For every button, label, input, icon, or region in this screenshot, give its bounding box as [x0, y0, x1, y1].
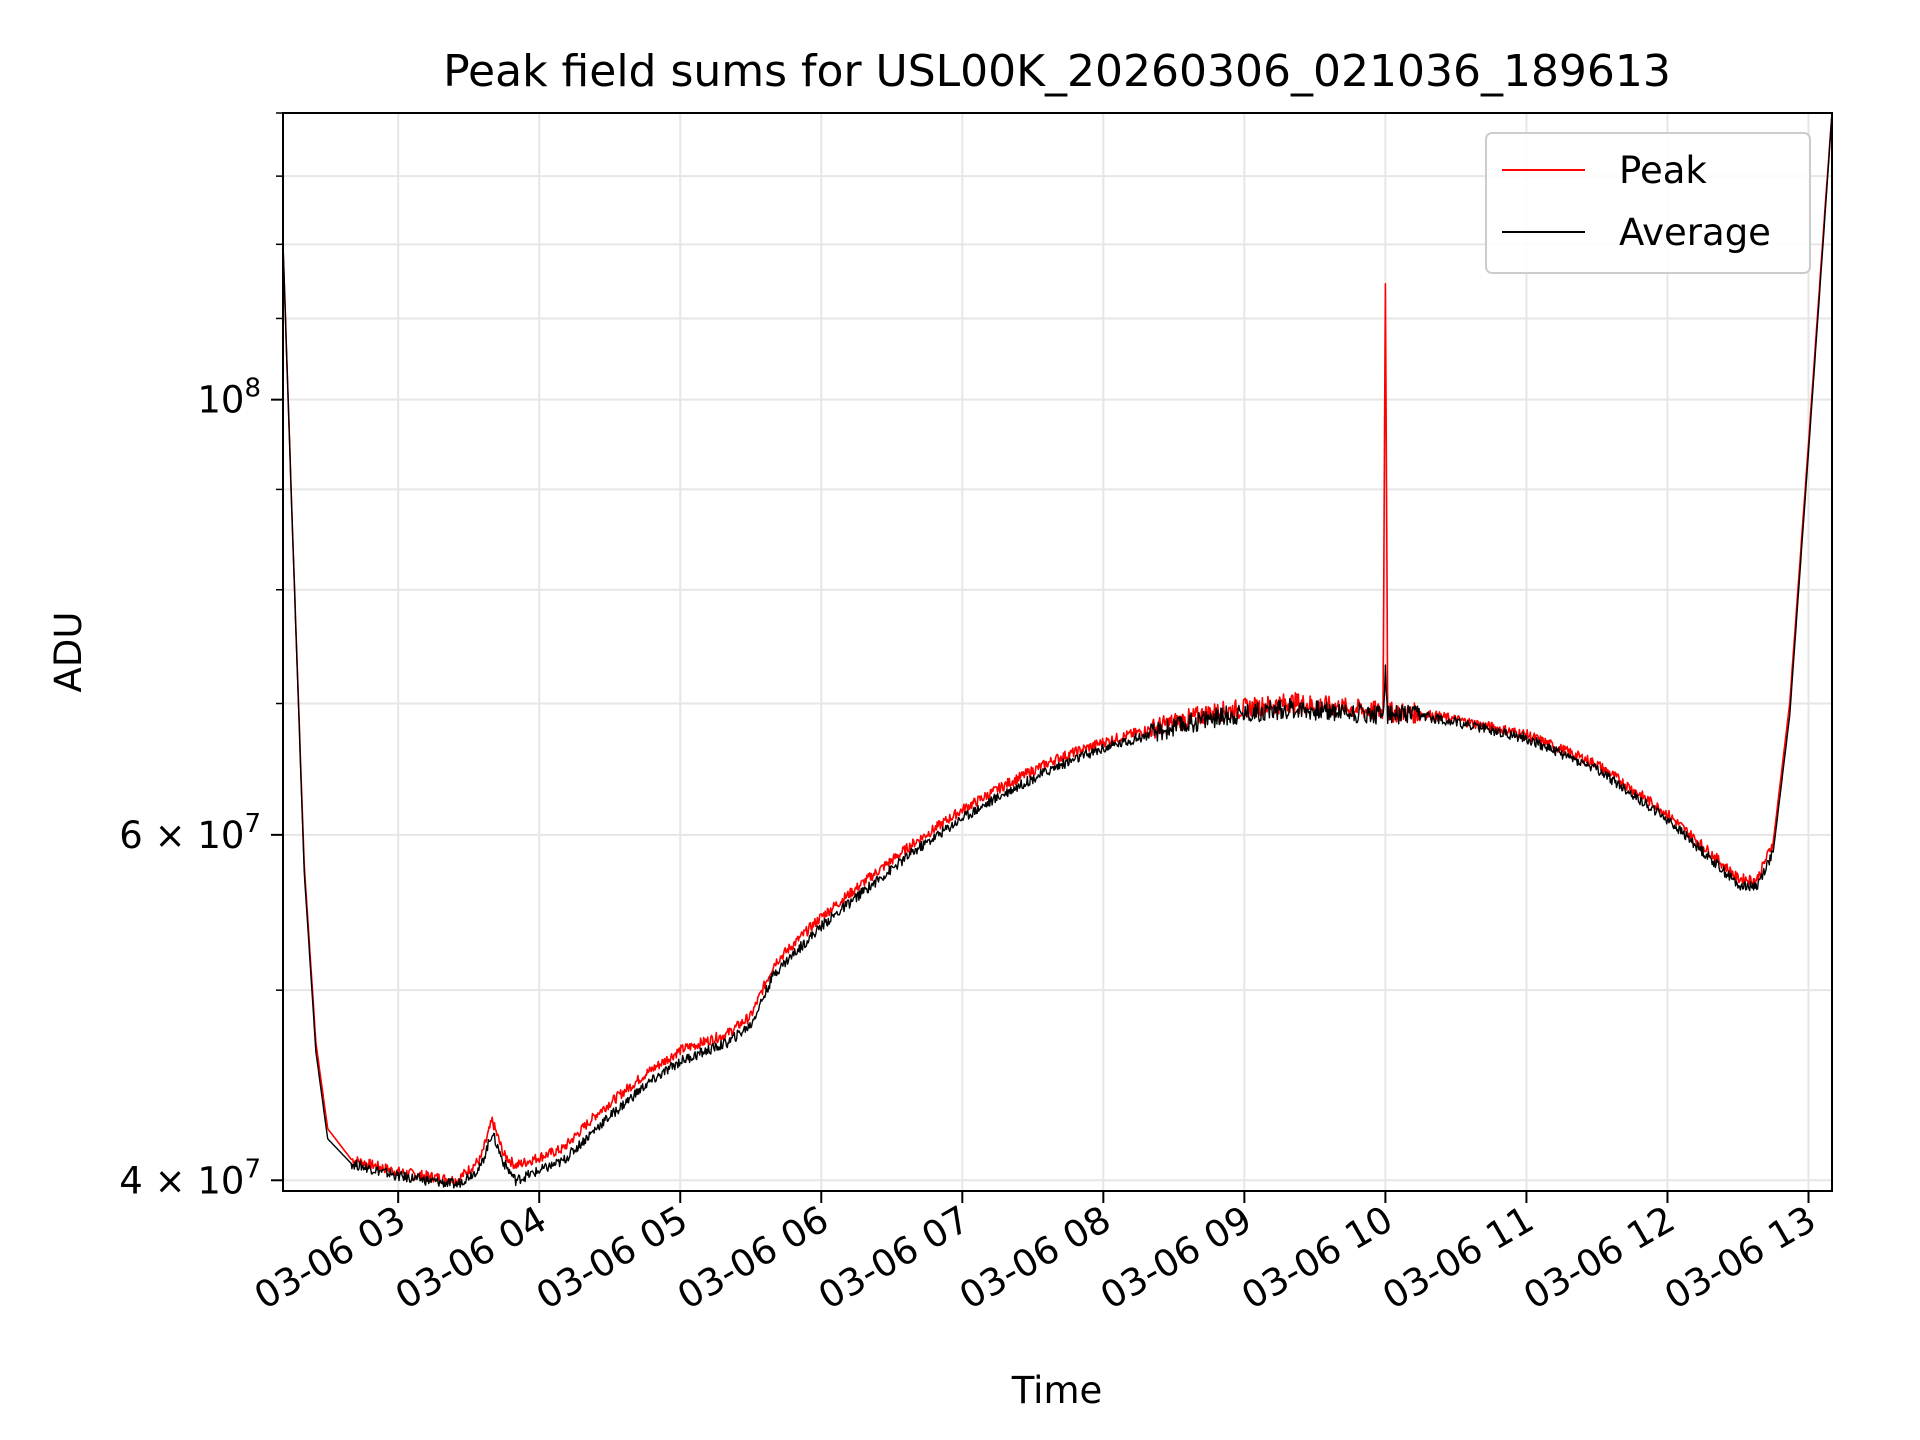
y-tick-label: 6 × 107: [119, 809, 261, 857]
axis-ticks: [271, 112, 1810, 1203]
x-axis-label: Time: [1011, 1369, 1103, 1412]
y-tick-label: 108: [197, 374, 261, 422]
legend-peak-label: Peak: [1619, 149, 1707, 192]
legend: Peak Average: [1485, 132, 1811, 274]
legend-box: [1485, 132, 1811, 274]
series-layer: [282, 112, 1833, 1189]
legend-average-label: Average: [1619, 211, 1771, 254]
y-tick-labels: 4 × 107 6 × 107 108: [119, 374, 261, 1203]
series-line-average: [282, 112, 1833, 1189]
chart-title: Peak field sums for USL00K_20260306_0210…: [443, 46, 1671, 97]
y-tick-label: 4 × 107: [119, 1154, 261, 1202]
plot-frame: [282, 112, 1833, 1192]
y-axis-label: ADU: [47, 612, 90, 693]
